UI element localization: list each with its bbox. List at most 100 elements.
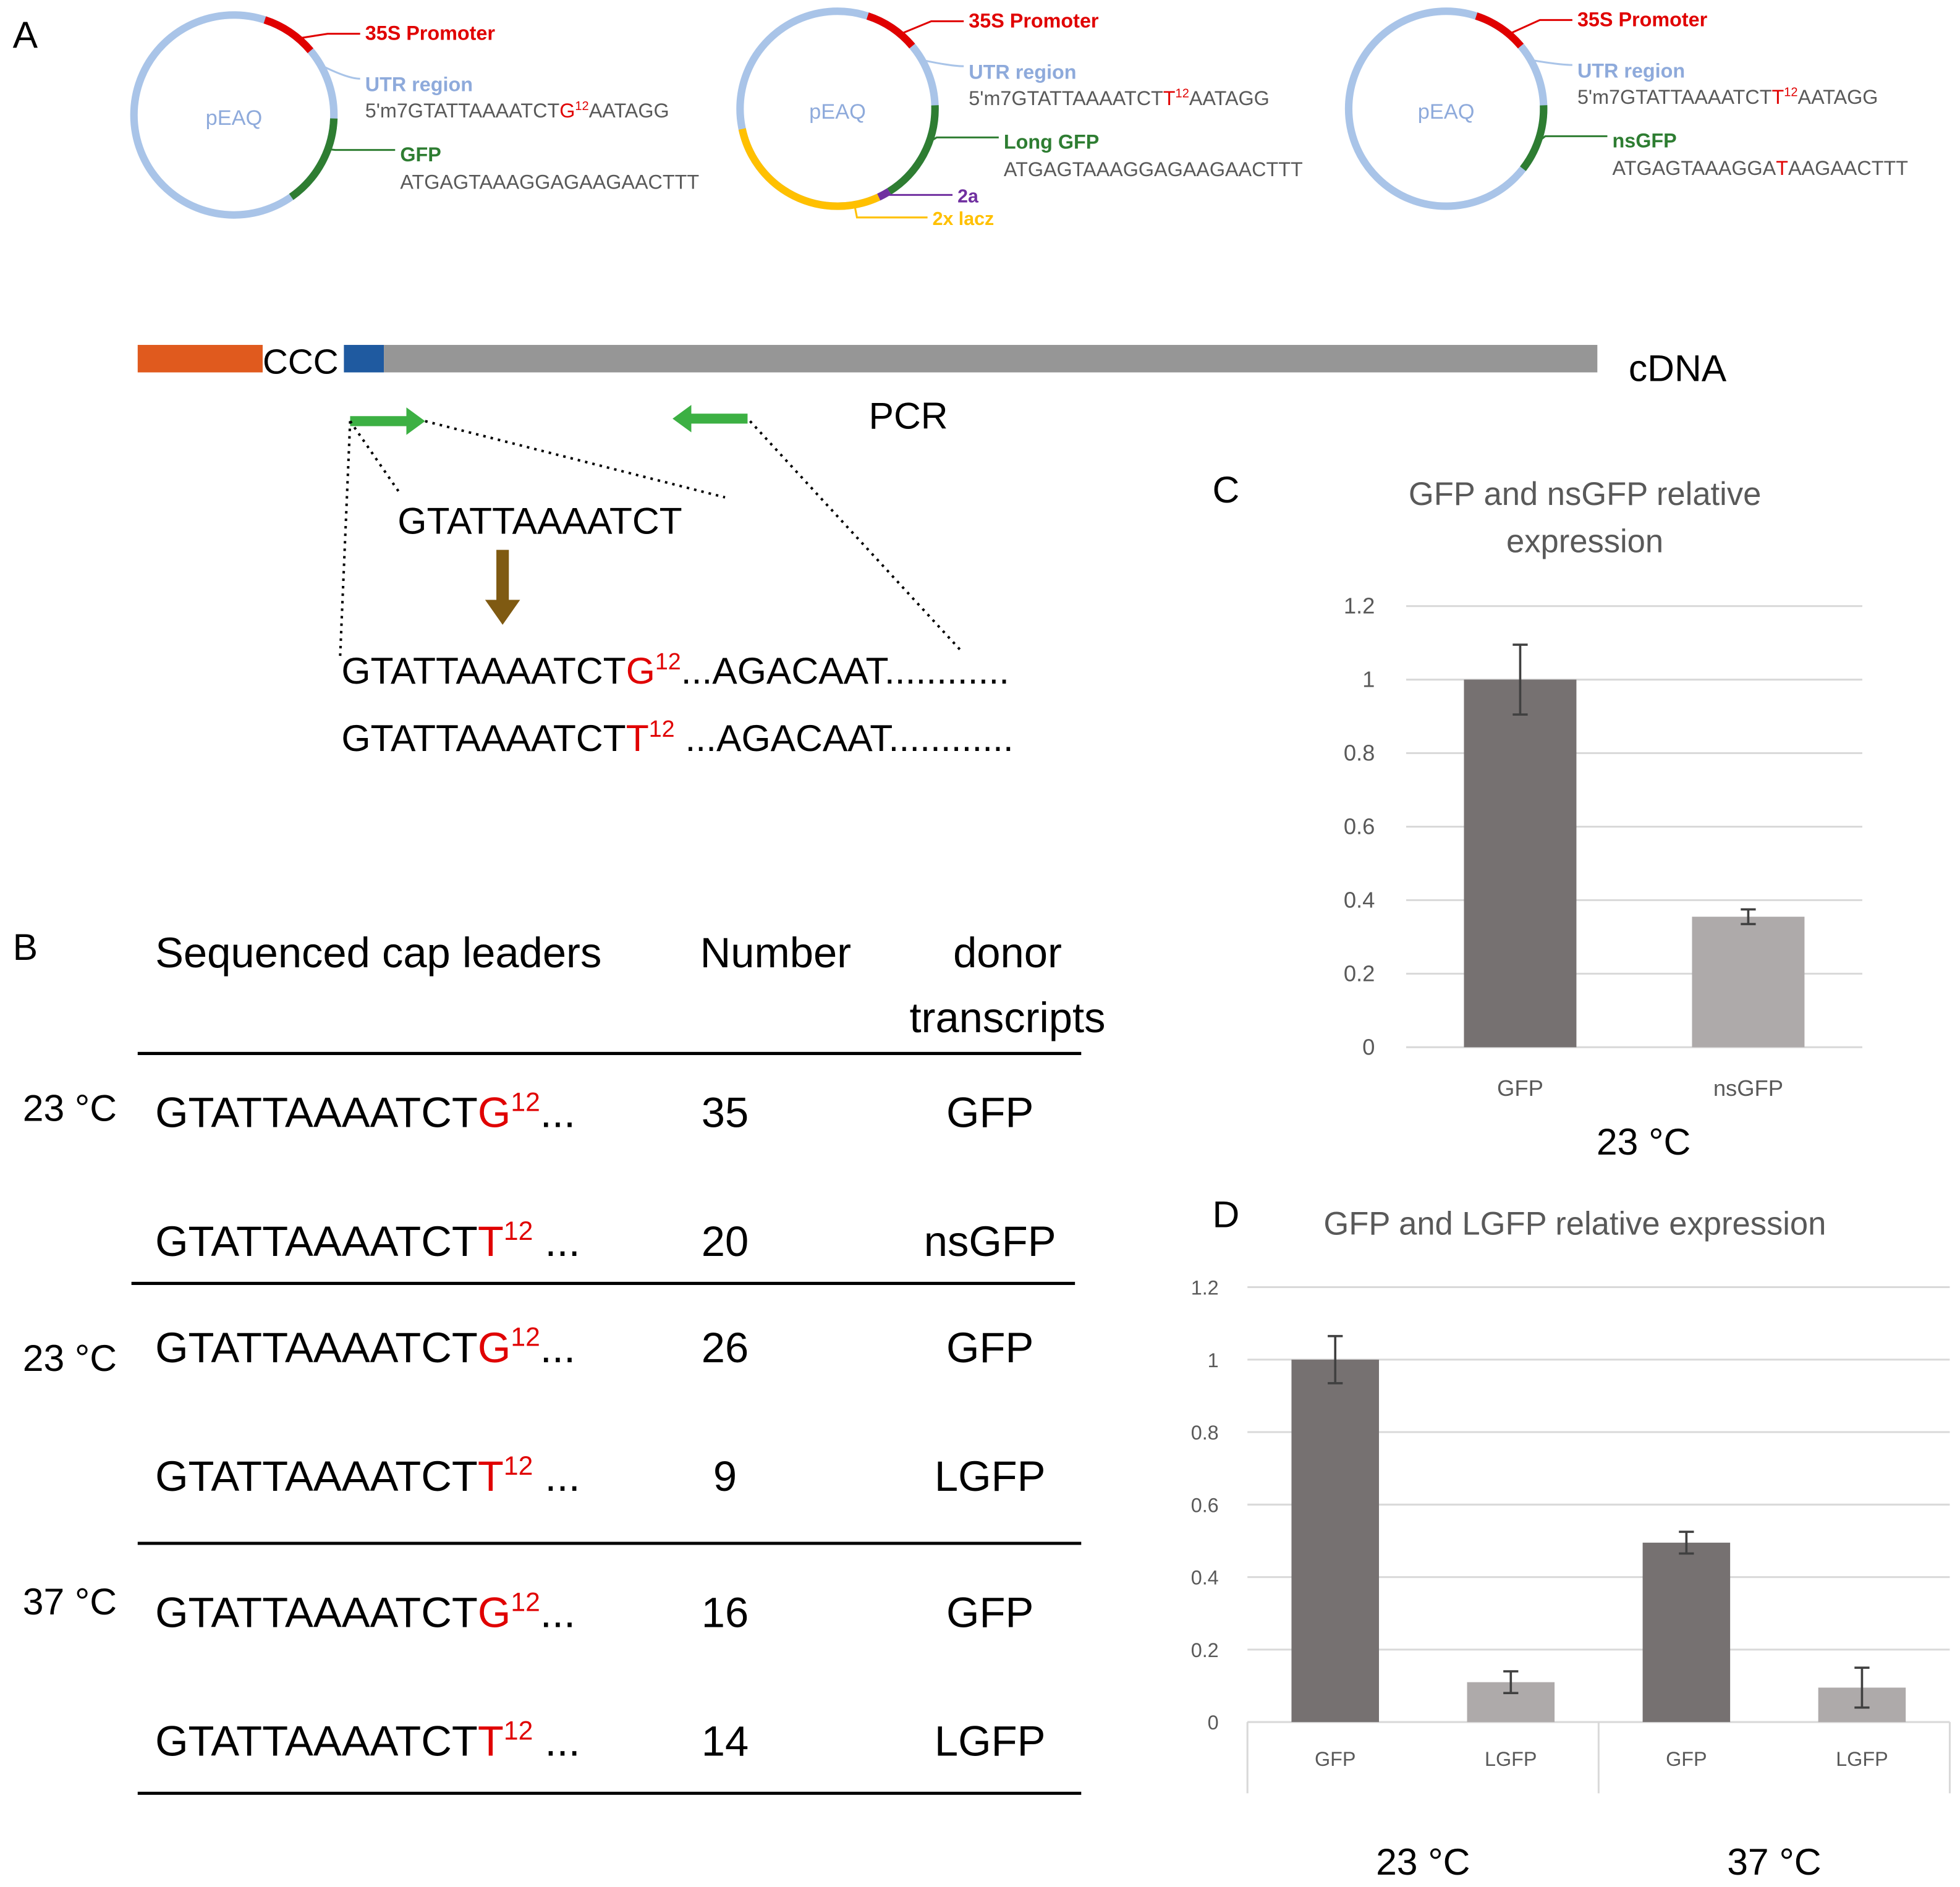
sequence-part: GTATTAAAATCT [155, 1588, 478, 1636]
sequence-part: T [1771, 86, 1784, 108]
linker-label: CCC [263, 342, 339, 381]
sequence-part: 12 [504, 1216, 533, 1246]
y-tick-label: 0.6 [1344, 814, 1375, 839]
cap-leader: GTATTAAAATCTT12 ... [155, 1451, 580, 1500]
leader-line [885, 193, 953, 196]
gene-label: nsGFP [1613, 130, 1677, 152]
utr-sequence: 5'm7GTATTAAAATCTT12AATAGG [969, 87, 1270, 109]
bar [1692, 917, 1805, 1048]
sequence-part: GTATTAAAATCT [155, 1089, 478, 1137]
sequence-part: 12 [511, 1587, 540, 1617]
count: 20 [702, 1218, 749, 1265]
linker-block [137, 345, 263, 373]
plasmid-name: pEAQ [1418, 100, 1475, 124]
sequence-part: ... [533, 1452, 580, 1500]
sequence-part: T [626, 717, 649, 759]
cdna-sequence: GTATTAAAATCTG12...AGACAAT............ [341, 648, 1009, 692]
gene-label: GFP [400, 143, 441, 166]
sequence-part: ...AGACAAT............ [681, 650, 1009, 692]
sequence-part: GTATTAAAATCT [155, 1218, 478, 1265]
error-bar [1854, 1666, 1870, 1709]
cdna-block [384, 345, 1598, 373]
donor: GFP [946, 1324, 1033, 1372]
y-tick-label: 1.2 [1191, 1277, 1219, 1299]
sequence-part: ... [540, 1324, 575, 1372]
x-tick-label: nsGFP [1713, 1075, 1783, 1101]
sequence-part: 12 [511, 1323, 540, 1352]
sequence-part: GTATTAAAATCT [341, 717, 626, 759]
sequence-part: ATGAGTAAAGGA [1613, 157, 1776, 179]
leader-block [344, 345, 384, 373]
leader-line [320, 64, 360, 80]
sequence-part: T [1776, 157, 1788, 179]
bar [1642, 1542, 1731, 1723]
sequence-part: 12 [1784, 86, 1797, 100]
promoter-label: 35S Promoter [1577, 8, 1708, 30]
primer-arrow [672, 405, 748, 433]
y-tick-label: 0.2 [1344, 960, 1375, 986]
sequence-part: AATAGG [589, 100, 669, 122]
table-header: Sequenced cap leaders [155, 929, 601, 977]
count: 9 [713, 1452, 737, 1500]
utr-label: UTR region [365, 74, 473, 96]
donor: LGFP [935, 1718, 1046, 1765]
sequence-part: 12 [511, 1088, 540, 1117]
sequence-part: ... [540, 1089, 575, 1137]
error-bar [1503, 1670, 1519, 1695]
y-tick-label: 1 [1208, 1349, 1219, 1372]
sequence-part: GTATTAAAATCT [155, 1452, 478, 1500]
promoter-arc [866, 12, 915, 49]
y-tick-label: 0.4 [1191, 1567, 1219, 1589]
x-tick-label: GFP [1315, 1748, 1355, 1770]
gene-arc [289, 118, 338, 200]
gene-sequence: ATGAGTAAAGGAGAAGAACTTT [400, 171, 699, 193]
title-line: GFP and nsGFP relative [1409, 476, 1762, 512]
title-line: GFP and LGFP relative expression [1323, 1206, 1826, 1242]
count: 16 [702, 1588, 749, 1636]
x-axis-label: 23 °C [1597, 1121, 1691, 1163]
table-header: donor transcripts [909, 929, 1105, 1041]
gene-sequence: ATGAGTAAAGGATAAGAACTTT [1613, 157, 1908, 179]
sequence-part: T [478, 1452, 504, 1500]
count: 35 [702, 1089, 749, 1137]
cap-leader: GTATTAAAATCTT12 ... [155, 1716, 580, 1765]
y-tick-label: 0 [1208, 1711, 1219, 1734]
panel-label: B [13, 926, 38, 968]
temperature-label: 23 °C [23, 1087, 117, 1129]
gene-arc [1520, 105, 1548, 171]
bar [1291, 1359, 1379, 1723]
leader-line [1537, 135, 1608, 143]
sequence-part: ... [533, 1218, 580, 1265]
sequence-part: 12 [649, 716, 675, 742]
sequence-part: 12 [504, 1451, 533, 1481]
chart-title: GFP and nsGFP relative expression [1409, 476, 1762, 560]
title-line: expression [1506, 524, 1663, 560]
promoter-arc [263, 16, 314, 54]
x-tick-label: GFP [1497, 1075, 1543, 1101]
pcr-label: PCR [869, 394, 948, 436]
sequence-part: ATGAGTAAAGGAGAAGAACTTT [400, 171, 699, 193]
y-tick-label: 0.8 [1191, 1422, 1219, 1444]
leader-line [1508, 19, 1572, 35]
sequence-part: T [1163, 87, 1176, 109]
sequence-part: 5'm7GTATTAAAATCT [1577, 86, 1772, 108]
sequence-part: 12 [504, 1716, 533, 1746]
temperature-label: 23 °C [23, 1337, 117, 1379]
plasmid-backbone [130, 11, 338, 219]
panel-label: C [1213, 469, 1240, 511]
primer-sequence: GTATTAAAATCT [397, 499, 682, 541]
sequence-part: GTATTAAAATCT [341, 650, 626, 692]
y-tick-label: 0.8 [1344, 740, 1375, 766]
cdna-label: cDNA [1629, 347, 1727, 389]
header-word: transcripts [909, 994, 1105, 1041]
primer-arrow [350, 407, 425, 435]
sequence-part: AAGAACTTT [1788, 157, 1908, 179]
donor: GFP [946, 1089, 1033, 1137]
sequence-part: ... [533, 1718, 580, 1765]
sequence-part: G [478, 1588, 511, 1636]
brown-arrow [485, 549, 520, 625]
dotted-line [339, 421, 352, 656]
error-bar [1679, 1530, 1694, 1555]
